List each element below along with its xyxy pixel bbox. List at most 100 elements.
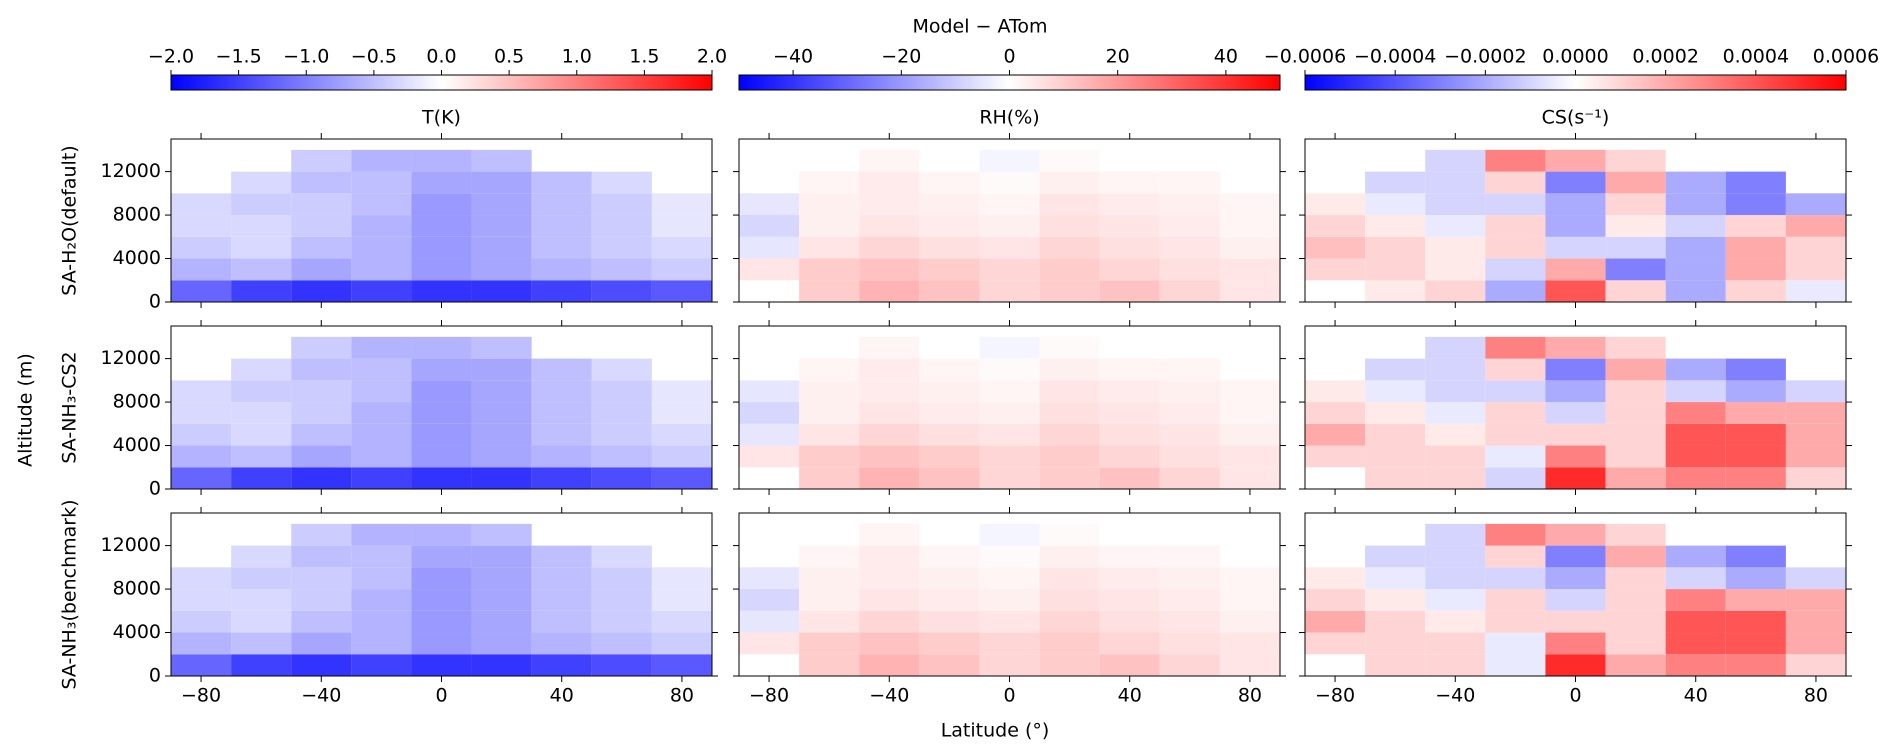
colorbar-tick-label: 0.5 bbox=[494, 46, 524, 68]
heatmap-cell bbox=[739, 589, 800, 611]
heatmap-cell bbox=[1039, 632, 1100, 655]
heatmap-cell bbox=[351, 610, 412, 633]
heatmap-cell bbox=[859, 467, 920, 489]
heatmap-cell bbox=[1305, 567, 1366, 590]
colorbar-tick-label: 2.0 bbox=[697, 46, 727, 68]
heatmap-cell bbox=[231, 402, 292, 424]
heatmap-cell bbox=[799, 467, 860, 489]
heatmap-cell bbox=[1785, 467, 1846, 489]
heatmap-cell bbox=[471, 523, 532, 546]
heatmap-cell bbox=[1545, 632, 1606, 655]
heatmap-cell bbox=[1725, 358, 1786, 381]
heatmap-cell bbox=[919, 632, 980, 655]
heatmap-cell bbox=[231, 654, 292, 676]
heatmap-cell bbox=[471, 632, 532, 655]
heatmap-cell bbox=[591, 467, 652, 489]
colorbar bbox=[738, 74, 1281, 91]
heatmap-cell bbox=[351, 632, 412, 655]
heatmap-cell bbox=[1365, 380, 1426, 403]
heatmap-cell bbox=[411, 149, 472, 172]
heatmap-cell bbox=[1365, 258, 1426, 281]
heatmap-cell bbox=[591, 545, 652, 568]
heatmap-cell bbox=[1099, 467, 1160, 489]
heatmap-cell bbox=[231, 171, 292, 194]
heatmap-cell bbox=[1665, 610, 1726, 633]
heatmap-cell bbox=[651, 654, 712, 676]
heatmap-cell bbox=[1425, 445, 1486, 468]
heatmap-cell bbox=[411, 380, 472, 403]
heatmap-cell bbox=[1039, 467, 1100, 489]
heatmap-cell bbox=[1365, 632, 1426, 655]
heatmap-cell bbox=[1039, 567, 1100, 590]
heatmap-cell bbox=[1039, 258, 1100, 281]
heatmap-cell bbox=[1305, 632, 1366, 655]
heatmap-cell bbox=[531, 258, 592, 281]
heatmap-cell bbox=[1545, 193, 1606, 216]
heatmap-cell bbox=[1305, 610, 1366, 633]
heatmap-cell bbox=[1365, 171, 1426, 194]
heatmap-cell bbox=[919, 523, 980, 546]
heatmap-cell bbox=[351, 467, 412, 489]
heatmap-cell bbox=[919, 654, 980, 676]
heatmap-cell bbox=[1365, 589, 1426, 611]
heatmap-cell bbox=[1425, 149, 1486, 172]
heatmap-cell bbox=[919, 358, 980, 381]
heatmap-cell bbox=[471, 589, 532, 611]
colorbar-tick-label: −1.5 bbox=[216, 46, 262, 68]
heatmap-cell bbox=[1725, 380, 1786, 403]
heatmap-cell bbox=[979, 380, 1040, 403]
colorbar-tick-label: −0.0004 bbox=[1354, 46, 1436, 68]
heatmap-cell bbox=[1425, 358, 1486, 381]
heatmap-cell bbox=[651, 632, 712, 655]
heatmap-cell bbox=[1785, 193, 1846, 216]
heatmap-cell bbox=[411, 236, 472, 259]
heatmap-cell bbox=[1665, 567, 1726, 590]
heatmap-cell bbox=[859, 193, 920, 216]
heatmap-cell bbox=[651, 215, 712, 237]
colorbar-tick-label: 0.0004 bbox=[1723, 46, 1789, 68]
heatmap-cell bbox=[859, 236, 920, 259]
heatmap-cell bbox=[1485, 149, 1546, 172]
heatmap-cell bbox=[531, 632, 592, 655]
heatmap-cell bbox=[859, 171, 920, 194]
heatmap-cell bbox=[1219, 445, 1280, 468]
heatmap-cell bbox=[531, 445, 592, 468]
heatmap-cell bbox=[1099, 610, 1160, 633]
heatmap-cell bbox=[171, 445, 232, 468]
heatmap-cell bbox=[799, 632, 860, 655]
heatmap-cell bbox=[739, 567, 800, 590]
heatmap-cell bbox=[651, 258, 712, 281]
heatmap-cell bbox=[1159, 545, 1220, 568]
heatmap-cell bbox=[1545, 336, 1606, 359]
heatmap-cell bbox=[1159, 380, 1220, 403]
heatmap-cell bbox=[1605, 258, 1666, 281]
heatmap-cell bbox=[1039, 523, 1100, 546]
heatmap-cell bbox=[979, 610, 1040, 633]
y-tick-label: 0 bbox=[149, 665, 161, 687]
heatmap-cell bbox=[411, 445, 472, 468]
heatmap-cell bbox=[411, 589, 472, 611]
heatmap-cell bbox=[651, 402, 712, 424]
heatmap-cell bbox=[231, 358, 292, 381]
heatmap-cell bbox=[471, 171, 532, 194]
heatmap-cell bbox=[919, 467, 980, 489]
heatmap-cell bbox=[591, 567, 652, 590]
heatmap-cell bbox=[411, 193, 472, 216]
heatmap-cell bbox=[859, 567, 920, 590]
heatmap-cell bbox=[1219, 236, 1280, 259]
heatmap-cell bbox=[979, 149, 1040, 172]
heatmap-cell bbox=[1219, 589, 1280, 611]
heatmap-cell bbox=[1365, 445, 1426, 468]
heatmap-cell bbox=[591, 280, 652, 302]
heatmap-cell bbox=[1545, 567, 1606, 590]
heatmap-cell bbox=[1725, 236, 1786, 259]
heatmap-cell bbox=[1039, 402, 1100, 424]
heatmap-cell bbox=[1545, 380, 1606, 403]
heatmap-cell bbox=[231, 423, 292, 446]
heatmap-cell bbox=[1425, 171, 1486, 194]
heatmap-cell bbox=[979, 523, 1040, 546]
heatmap-cell bbox=[979, 280, 1040, 302]
heatmap-cell bbox=[531, 280, 592, 302]
x-tick-label: −40 bbox=[1435, 685, 1475, 707]
